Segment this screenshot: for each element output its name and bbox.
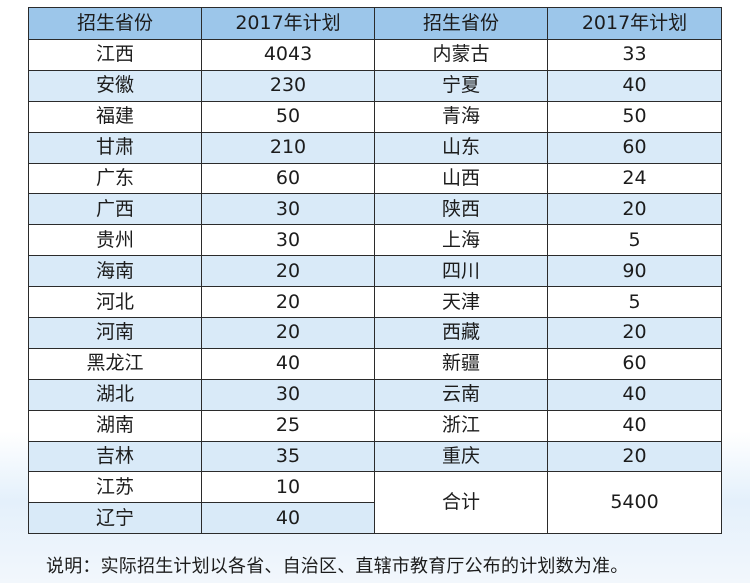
plan-cell: 20 [547,317,722,349]
table-row: 福建 50 青海 50 [28,100,722,133]
province-cell: 河南 [28,317,202,349]
plan-cell: 20 [201,286,375,319]
province-cell: 江西 [28,39,202,71]
plan-cell: 5 [547,286,722,319]
header-plan-left: 2017年计划 [201,7,375,40]
province-cell: 安徽 [28,69,202,102]
table-row: 江西 4043 内蒙古 33 [28,39,722,71]
province-cell: 湖北 [28,378,202,411]
table-row: 湖北 30 云南 40 [28,378,722,411]
table-row: 安徽 230 宁夏 40 [28,69,722,102]
province-cell: 福建 [28,100,202,133]
province-cell: 湖南 [28,409,202,442]
plan-cell: 210 [201,131,375,164]
province-cell: 贵州 [28,224,202,257]
plan-cell: 60 [547,347,722,380]
table-row: 甘肃 210 山东 60 [28,131,722,164]
total-label: 合计 [374,471,548,535]
plan-cell: 33 [547,39,722,71]
plan-cell: 50 [201,100,375,133]
table-header-row: 招生省份 2017年计划 招生省份 2017年计划 [28,7,722,40]
province-cell: 西藏 [374,317,548,349]
plan-cell: 25 [201,409,375,442]
plan-cell: 24 [547,162,722,195]
province-cell: 内蒙古 [374,39,548,71]
table-body: 江西 4043 内蒙古 33 安徽 230 宁夏 40 福建 50 青海 50 甘肃 210 山东 60 广东 6… [28,39,722,535]
table-row: 辽宁 40 [28,502,722,535]
plan-cell: 5 [547,224,722,257]
table-row: 黑龙江 40 新疆 60 [28,347,722,380]
plan-cell: 10 [201,471,375,504]
plan-cell: 60 [547,131,722,164]
header-province-right: 招生省份 [374,7,548,40]
plan-cell: 40 [547,69,722,102]
province-cell: 四川 [374,255,548,288]
province-cell: 山东 [374,131,548,164]
plan-cell: 20 [547,193,722,226]
plan-cell: 40 [547,378,722,411]
footnote: 说明：实际招生计划以各省、自治区、直辖市教育厅公布的计划数为准。 [46,556,629,577]
plan-cell: 90 [547,255,722,288]
table-row: 海南 20 四川 90 [28,255,722,288]
header-plan-right: 2017年计划 [547,7,722,40]
province-cell: 江苏 [28,471,202,504]
province-cell: 青海 [374,100,548,133]
province-cell: 云南 [374,378,548,411]
province-cell: 吉林 [28,440,202,473]
table-row: 吉林 35 重庆 20 [28,440,722,473]
plan-cell: 40 [201,347,375,380]
table-row: 江苏 10 合计 5400 [28,471,722,535]
total-value: 5400 [547,471,722,535]
province-cell: 河北 [28,286,202,319]
plan-cell: 50 [547,100,722,133]
table-row: 广东 60 山西 24 [28,162,722,195]
province-cell: 宁夏 [374,69,548,102]
plan-cell: 20 [201,255,375,288]
enrollment-plan-sheet: 招生省份 2017年计划 招生省份 2017年计划 江西 4043 内蒙古 33 安徽 2… [28,7,722,535]
header-province-left: 招生省份 [28,7,202,40]
table-row: 贵州 30 上海 5 [28,224,722,257]
province-cell: 广西 [28,193,202,226]
plan-cell: 30 [201,193,375,226]
province-cell: 陕西 [374,193,548,226]
plan-cell: 40 [201,502,375,535]
province-cell: 山西 [374,162,548,195]
plan-cell: 230 [201,69,375,102]
table-row: 河北 20 天津 5 [28,286,722,319]
province-cell: 广东 [28,162,202,195]
plan-cell: 30 [201,378,375,411]
table-row: 河南 20 西藏 20 [28,317,722,349]
plan-cell: 20 [547,440,722,473]
province-cell: 新疆 [374,347,548,380]
province-cell: 浙江 [374,409,548,442]
province-cell: 辽宁 [28,502,202,535]
enrollment-plan-table: 招生省份 2017年计划 招生省份 2017年计划 江西 4043 内蒙古 33 安徽 2… [28,7,722,535]
plan-cell: 40 [547,409,722,442]
province-cell: 黑龙江 [28,347,202,380]
plan-cell: 30 [201,224,375,257]
plan-cell: 35 [201,440,375,473]
table-row: 湖南 25 浙江 40 [28,409,722,442]
province-cell: 海南 [28,255,202,288]
province-cell: 天津 [374,286,548,319]
province-cell: 甘肃 [28,131,202,164]
province-cell: 上海 [374,224,548,257]
plan-cell: 4043 [201,39,375,71]
table-row: 广西 30 陕西 20 [28,193,722,226]
plan-cell: 20 [201,317,375,349]
plan-cell: 60 [201,162,375,195]
province-cell: 重庆 [374,440,548,473]
